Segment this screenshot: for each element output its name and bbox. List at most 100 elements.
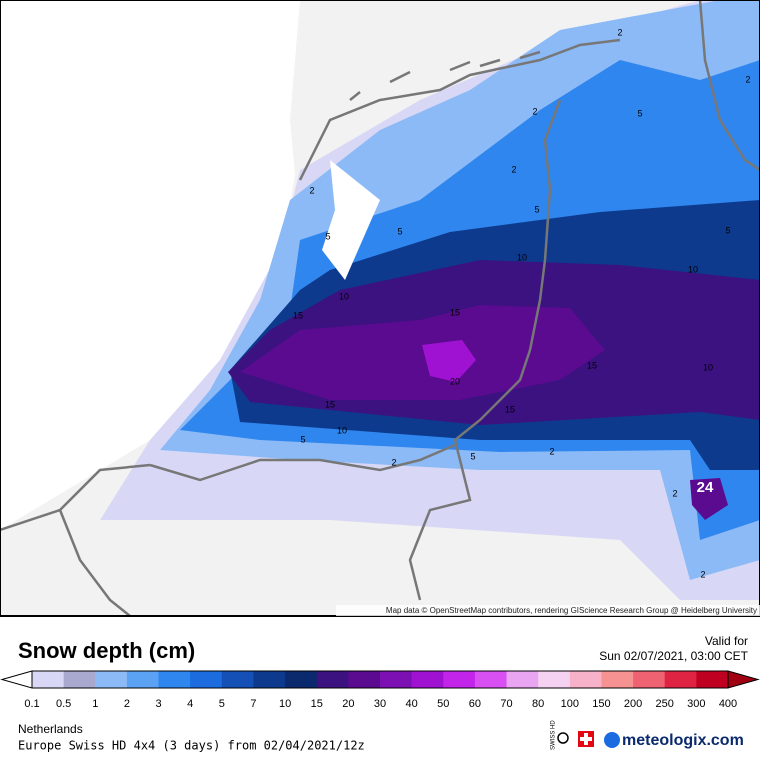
search-icon <box>557 732 569 744</box>
legend-label: 60 <box>469 698 481 710</box>
legend-label: 80 <box>532 698 544 710</box>
legend-swatch <box>664 671 697 688</box>
coast-north <box>298 38 621 181</box>
legend-swatch <box>601 671 634 688</box>
legend-swatch <box>696 671 729 688</box>
legend-label: 250 <box>656 698 674 710</box>
legend-label: 3 <box>155 698 161 710</box>
swiss-hd: SWISS HD <box>551 720 557 750</box>
legend-swatch <box>538 671 571 688</box>
legend-swatch <box>95 671 128 688</box>
contour-label: 2 <box>532 106 537 116</box>
legend-label: 4 <box>187 698 193 710</box>
border-de <box>408 99 562 601</box>
snow-20 <box>422 340 476 382</box>
border-be <box>149 443 456 482</box>
contour-label: 10 <box>703 362 713 372</box>
contour-label: 15 <box>587 360 597 370</box>
brand: meteologix.com <box>622 732 744 749</box>
title: Snow depth (cm) <box>18 638 195 663</box>
legend-swatch <box>380 671 413 688</box>
coast-de <box>698 0 760 172</box>
legend-swatch <box>633 671 666 688</box>
contour-label: 5 <box>637 108 642 118</box>
model-run: Europe Swiss HD 4x4 (3 days) from 02/04/… <box>18 739 365 753</box>
legend-label: 1 <box>92 698 98 710</box>
contour-label: 2 <box>617 27 622 37</box>
legend-label: 200 <box>624 698 642 710</box>
contour-label: 2 <box>511 164 516 174</box>
legend-arrow-high <box>727 670 760 689</box>
legend-label: 0.5 <box>56 698 71 710</box>
contour-label: 10 <box>337 425 347 435</box>
legend: 0.1 0.5 1 2 3 4 5 7 10 15 20 30 40 50 60 70 80 100 150 200 2… <box>0 670 760 710</box>
legend-swatch <box>474 671 508 688</box>
valid-label: Valid for <box>705 634 748 648</box>
contour-label: 5 <box>325 231 330 241</box>
legend-label: 10 <box>279 698 291 710</box>
legend-swatch <box>126 671 160 688</box>
legend-label: 7 <box>250 698 256 710</box>
legend-label: 70 <box>500 698 512 710</box>
contour-label: 5 <box>470 451 475 461</box>
legend-label: 40 <box>406 698 418 710</box>
contour-label: 10 <box>339 291 349 301</box>
contour-label: 15 <box>325 399 335 409</box>
legend-label: 15 <box>311 698 323 710</box>
legend-frame <box>31 670 729 689</box>
contour-label: 15 <box>505 404 515 414</box>
contour-label: 2 <box>309 185 314 195</box>
contour-label: 2 <box>549 446 554 456</box>
border-fr2 <box>58 509 131 617</box>
contour-label: 10 <box>688 264 698 274</box>
contour-label: 5 <box>300 434 305 444</box>
legend-label: 50 <box>437 698 449 710</box>
contour-label: 15 <box>450 307 460 317</box>
legend-swatch <box>285 671 318 688</box>
legend-label: 2 <box>124 698 130 710</box>
contour-label: 5 <box>397 226 402 236</box>
legend-swatch <box>158 671 191 688</box>
borders <box>0 0 760 617</box>
contour-label: 5 <box>534 204 539 214</box>
legend-swatch <box>63 671 96 688</box>
legend-label: 30 <box>374 698 386 710</box>
legend-swatch <box>443 671 476 688</box>
legend-swatch <box>411 671 444 688</box>
legend-swatch <box>316 671 349 688</box>
legend-swatch <box>253 671 286 688</box>
snow-15 <box>240 305 605 400</box>
map: Map data © OpenStreetMap contributors, r… <box>0 0 760 617</box>
contour-label: 20 <box>450 376 460 386</box>
sea <box>0 0 300 530</box>
islands <box>349 50 541 101</box>
legend-swatch <box>221 671 254 688</box>
legend-swatch <box>348 671 381 688</box>
legend-label: 150 <box>592 698 610 710</box>
legend-swatch <box>506 671 539 688</box>
attribution: Map data © OpenStreetMap contributors, r… <box>386 606 757 615</box>
legend-label: 300 <box>687 698 705 710</box>
legend-swatch <box>32 671 65 688</box>
legend-label: 0.1 <box>24 698 39 710</box>
snow-peak <box>690 478 728 520</box>
lake <box>322 160 380 280</box>
contour-label: 2 <box>745 74 750 84</box>
legend-swatch <box>190 671 223 688</box>
contour-label: 24 <box>697 479 714 496</box>
swiss-cross <box>580 733 592 745</box>
legend-label: 100 <box>561 698 579 710</box>
contour-label: 2 <box>700 569 705 579</box>
legend-arrow-low <box>0 670 33 689</box>
legend-swatch <box>569 671 602 688</box>
attribution-bg <box>336 605 760 616</box>
contour-label: 2 <box>391 457 396 467</box>
border-fr <box>0 463 151 532</box>
contour-label: 10 <box>517 252 527 262</box>
valid-time: Sun 02/07/2021, 03:00 CET <box>599 649 748 663</box>
contour-label: 15 <box>293 310 303 320</box>
region: Netherlands <box>18 722 83 736</box>
legend-label: 400 <box>719 698 737 710</box>
legend-label: 5 <box>219 698 225 710</box>
